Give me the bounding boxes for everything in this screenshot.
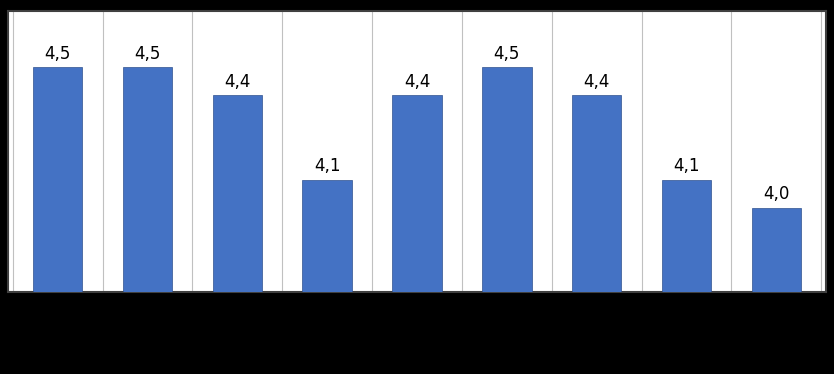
Bar <box>33 67 83 374</box>
Text: 4,4: 4,4 <box>584 73 610 91</box>
Bar <box>392 95 442 374</box>
Bar <box>123 67 173 374</box>
Text: 4,4: 4,4 <box>404 73 430 91</box>
Text: 4,5: 4,5 <box>44 45 71 63</box>
Text: 4,1: 4,1 <box>673 157 700 175</box>
Bar <box>751 208 801 374</box>
Text: 4,5: 4,5 <box>494 45 520 63</box>
Text: 4,5: 4,5 <box>134 45 161 63</box>
Bar <box>303 180 352 374</box>
Text: 4,1: 4,1 <box>314 157 340 175</box>
Bar <box>213 95 262 374</box>
Text: 4,0: 4,0 <box>763 186 790 203</box>
Bar <box>661 180 711 374</box>
Bar <box>482 67 531 374</box>
Bar <box>572 95 621 374</box>
Text: 4,4: 4,4 <box>224 73 250 91</box>
